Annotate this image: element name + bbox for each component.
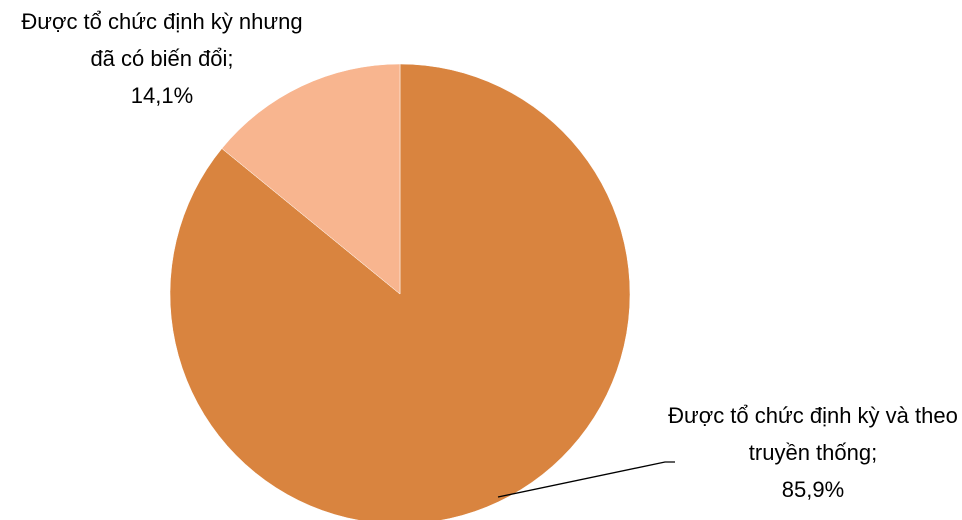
label-value: 14,1%	[130, 83, 194, 108]
pie-slice	[221, 63, 401, 295]
label-category: Được tổ chức định kỳ và theo truyền thốn…	[668, 403, 958, 465]
data-label: Được tổ chức định kỳ và theo truyền thốn…	[668, 397, 958, 508]
data-label: Được tổ chức định kỳ nhưng đã có biến đổ…	[17, 3, 307, 114]
leader-line	[497, 461, 675, 498]
label-category: Được tổ chức định kỳ nhưng đã có biến đổ…	[21, 9, 303, 71]
label-value: 85,9%	[781, 477, 845, 502]
